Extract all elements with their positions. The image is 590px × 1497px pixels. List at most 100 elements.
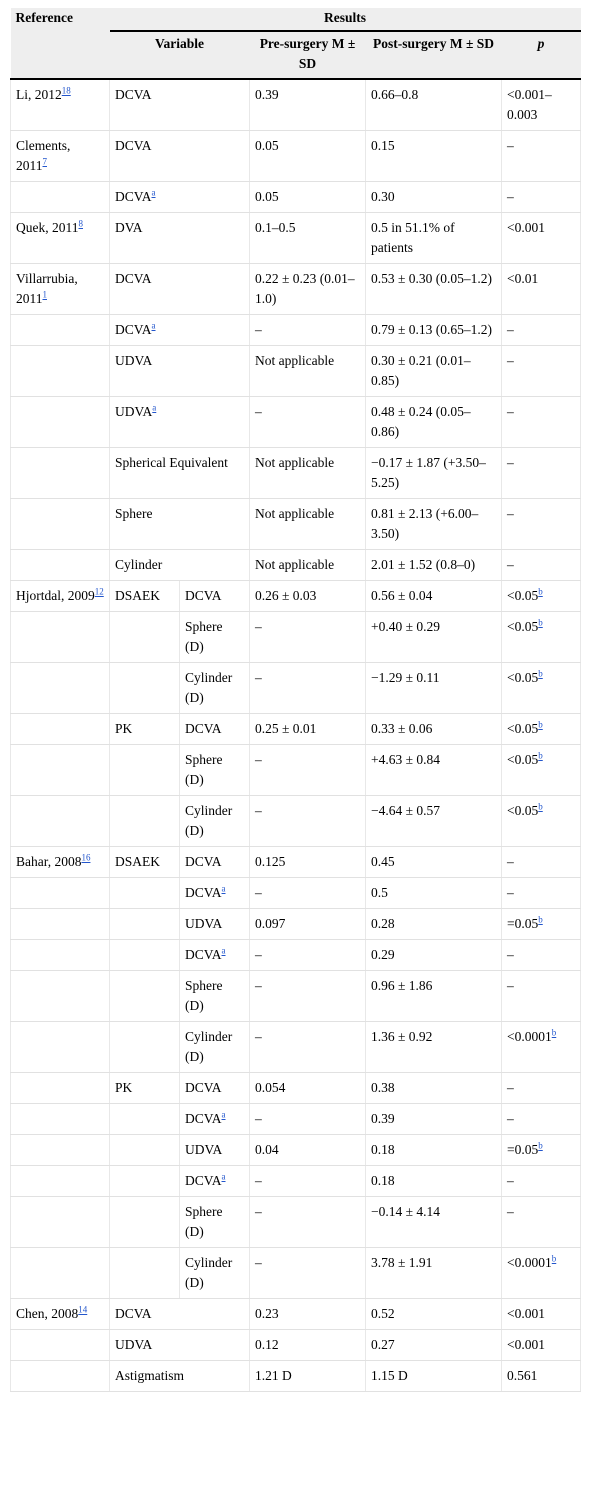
cell-pre-surgery-text: –: [255, 1111, 262, 1126]
cell-variable: Sphere (D): [179, 970, 250, 1022]
table-row: UDVA 0.12 0.27 <0.001: [10, 1329, 582, 1361]
cell-reference: [10, 396, 110, 448]
cell-pre-surgery: –: [249, 970, 366, 1022]
cell-pre-surgery: –: [249, 1196, 366, 1248]
cell-variable-text: Sphere (D): [185, 1204, 223, 1239]
cell-pre-surgery: 0.05: [249, 130, 366, 182]
cell-reference: [10, 1360, 110, 1392]
cell-group: DSAEK: [109, 846, 180, 878]
cell-pre-surgery: –: [249, 662, 366, 714]
cell-variable-text: Sphere (D): [185, 978, 223, 1013]
cell-group-text: PK: [115, 1080, 133, 1095]
cell-pre-surgery: –: [249, 877, 366, 909]
cell-pre-surgery: Not applicable: [249, 498, 366, 550]
cell-pre-surgery-text: –: [255, 619, 262, 634]
cell-pre-surgery-text: 0.1–0.5: [255, 220, 296, 235]
cell-pre-surgery-text: –: [255, 1204, 262, 1219]
cell-group: [109, 939, 180, 971]
footnote-link[interactable]: b: [538, 801, 543, 812]
footnote-link[interactable]: b: [551, 1027, 557, 1038]
cell-post-surgery-text: 0.33 ± 0.06: [371, 721, 433, 736]
cell-variable: Sphere: [109, 498, 250, 550]
footnote-link[interactable]: b: [538, 668, 543, 679]
footnote-link[interactable]: b: [538, 617, 543, 628]
citation-link[interactable]: 8: [78, 218, 84, 229]
cell-post-surgery: 0.96 ± 1.86: [365, 970, 502, 1022]
cell-p-value-text: <0.001–0.003: [507, 87, 552, 122]
cell-group: DSAEK: [109, 580, 180, 612]
header-variable: Variable: [109, 31, 250, 80]
cell-post-surgery: 0.56 ± 0.04: [365, 580, 502, 612]
cell-variable: Cylinder (D): [179, 662, 250, 714]
cell-variable-text: DCVA: [185, 588, 222, 603]
cell-post-surgery-text: +4.63 ± 0.84: [371, 752, 441, 767]
cell-p-value-text: –: [507, 506, 514, 521]
cell-post-surgery-text: 3.78 ± 1.91: [371, 1255, 433, 1270]
cell-p-value: –: [500, 396, 582, 448]
footnote-link[interactable]: a: [221, 1109, 226, 1120]
cell-pre-surgery-text: 0.04: [255, 1142, 279, 1157]
table-row: Villarrubia, 20111 DCVA 0.22 ± 0.23 (0.01–…: [10, 263, 582, 315]
cell-p-value: =0.05b: [500, 908, 582, 940]
table-row: Cylinder Not applicable 2.01 ± 1.52 (0.8–0…: [10, 549, 582, 581]
citation-link[interactable]: 12: [94, 586, 104, 597]
cell-variable-text: Cylinder (D): [185, 1255, 233, 1290]
cell-group: [109, 877, 180, 909]
cell-variable-text: Sphere (D): [185, 619, 223, 654]
cell-post-surgery: 0.45: [365, 846, 502, 878]
footnote-link[interactable]: a: [221, 883, 226, 894]
table-row: Sphere (D) – +4.63 ± 0.84 <0.05b: [10, 744, 582, 796]
cell-post-surgery-text: 1.15 D: [371, 1368, 408, 1383]
footnote-link[interactable]: a: [221, 945, 226, 956]
cell-p-value: <0.001–0.003: [500, 79, 582, 131]
cell-post-surgery-text: +0.40 ± 0.29: [371, 619, 441, 634]
citation-link[interactable]: 16: [81, 852, 91, 863]
footnote-link[interactable]: b: [538, 1140, 543, 1151]
cell-reference: Chen, 200814: [10, 1298, 110, 1330]
cell-variable: UDVA: [109, 345, 250, 397]
cell-p-value: <0.05b: [500, 713, 582, 745]
cell-p-value-text: <0.0001: [507, 1255, 552, 1270]
cell-variable-text: Cylinder (D): [185, 1029, 233, 1064]
footnote-link[interactable]: b: [551, 1253, 557, 1264]
cell-post-surgery: 0.39: [365, 1103, 502, 1135]
cell-pre-surgery: –: [249, 314, 366, 346]
cell-pre-surgery-text: –: [255, 803, 262, 818]
footnote-link[interactable]: b: [538, 750, 543, 761]
footnote-link[interactable]: b: [538, 719, 543, 730]
cell-pre-surgery: –: [249, 1165, 366, 1197]
cell-variable-text: DVA: [115, 220, 143, 235]
footnote-link[interactable]: a: [152, 402, 157, 413]
footnote-link[interactable]: a: [151, 320, 156, 331]
cell-variable-text: DCVA: [185, 721, 222, 736]
cell-post-surgery: −0.17 ± 1.87 (+3.50–5.25): [365, 447, 502, 499]
cell-post-surgery-text: 0.15: [371, 138, 395, 153]
cell-variable-text: DCVA: [185, 1080, 222, 1095]
cell-post-surgery-text: 0.96 ± 1.86: [371, 978, 433, 993]
footnote-link[interactable]: a: [151, 187, 156, 198]
header-pre-surgery: Pre-surgery M ± SD: [249, 31, 366, 80]
cell-pre-surgery-text: –: [255, 885, 262, 900]
cell-group-text: DSAEK: [115, 588, 161, 603]
citation-link[interactable]: 18: [61, 85, 71, 96]
table-row: DCVAa –0.29–: [10, 939, 582, 971]
cell-post-surgery-text: −4.64 ± 0.57: [371, 803, 441, 818]
table-row: Sphere (D) – +0.40 ± 0.29 <0.05b: [10, 611, 582, 663]
cell-post-surgery: 0.38: [365, 1072, 502, 1104]
footnote-link[interactable]: b: [538, 586, 543, 597]
cell-reference: [10, 1247, 110, 1299]
cell-reference: Bahar, 200816: [10, 846, 110, 878]
cell-variable-text: DCVA: [185, 885, 222, 900]
citation-link[interactable]: 7: [42, 156, 48, 167]
citation-link[interactable]: 1: [42, 289, 48, 300]
table-row: Astigmatism 1.21 D 1.15 D 0.561: [10, 1360, 582, 1392]
cell-pre-surgery: –: [249, 396, 366, 448]
citation-link[interactable]: 14: [78, 1304, 88, 1315]
footnote-link[interactable]: b: [538, 914, 543, 925]
table-row: UDVA 0.097 0.28 =0.05b: [10, 908, 582, 940]
footnote-link[interactable]: a: [221, 1171, 226, 1182]
cell-group: [109, 795, 180, 847]
cell-variable: DCVAa: [109, 314, 250, 346]
cell-variable-text: UDVA: [185, 916, 223, 931]
cell-reference: Li, 201218: [10, 79, 110, 131]
